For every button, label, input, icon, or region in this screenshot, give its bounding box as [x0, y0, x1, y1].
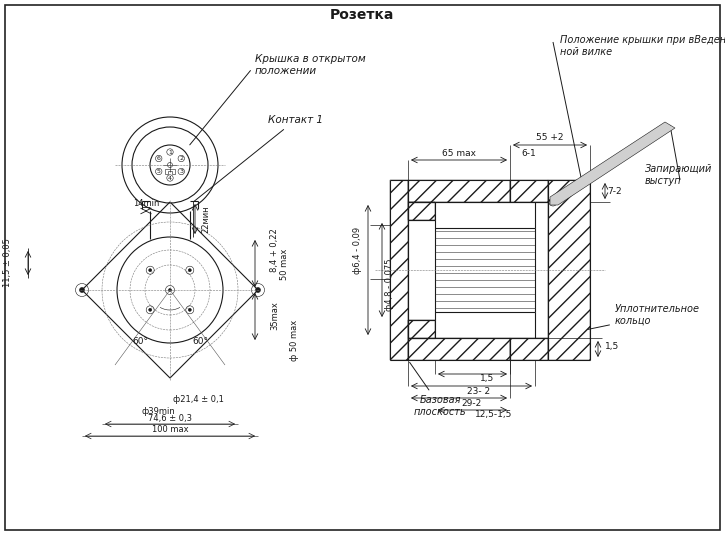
Text: 1: 1	[168, 149, 172, 155]
Text: 74,6 ± 0,3: 74,6 ± 0,3	[148, 414, 192, 423]
Text: 50 max: 50 max	[281, 248, 289, 280]
Text: 1,5: 1,5	[605, 341, 619, 350]
Text: ф21,4 ± 0,1: ф21,4 ± 0,1	[173, 395, 223, 404]
Text: 11,5 ± 0,05: 11,5 ± 0,05	[4, 239, 12, 287]
Circle shape	[188, 308, 191, 311]
Circle shape	[80, 287, 85, 293]
Text: Положение крышки при вВеден-
ной вилке: Положение крышки при вВеден- ной вилке	[560, 35, 725, 57]
Circle shape	[149, 269, 152, 272]
Text: 22мин: 22мин	[202, 205, 210, 233]
Bar	[390, 180, 408, 360]
Text: 5: 5	[157, 169, 161, 174]
Circle shape	[168, 288, 172, 292]
Text: Запирающий
выступ: Запирающий выступ	[645, 164, 713, 186]
Circle shape	[149, 308, 152, 311]
Text: 3: 3	[179, 169, 183, 174]
Text: 2: 2	[179, 156, 183, 161]
Circle shape	[255, 287, 260, 293]
Text: 60°: 60°	[132, 338, 148, 347]
Text: 14min: 14min	[133, 200, 160, 209]
Text: Уплотнительное
кольцо: Уплотнительное кольцо	[588, 304, 700, 330]
Bar	[408, 338, 510, 360]
Text: 6: 6	[157, 156, 161, 161]
Bar	[408, 320, 435, 338]
Text: 8,4 + 0,22: 8,4 + 0,22	[270, 228, 280, 272]
Bar	[408, 180, 510, 202]
Text: 55 +2: 55 +2	[536, 134, 564, 142]
Text: 100 max: 100 max	[152, 425, 189, 434]
Text: 23- 2: 23- 2	[468, 386, 491, 395]
Bar	[510, 338, 548, 360]
Text: ф6,4 - 0,09: ф6,4 - 0,09	[354, 226, 362, 273]
Text: 1,5: 1,5	[480, 374, 494, 384]
Bar	[510, 180, 548, 202]
Text: 29-2: 29-2	[461, 399, 481, 408]
Text: ф 50 max: ф 50 max	[291, 319, 299, 361]
Circle shape	[188, 269, 191, 272]
Text: 4: 4	[168, 175, 172, 180]
Polygon shape	[550, 122, 675, 205]
Text: Розетка: Розетка	[330, 8, 394, 22]
Text: 12,5-1,5: 12,5-1,5	[476, 410, 513, 419]
Text: ф4,8 - 0,075: ф4,8 - 0,075	[386, 259, 394, 311]
Bar	[408, 202, 435, 220]
Bar	[548, 180, 590, 360]
Text: 6-1: 6-1	[521, 149, 536, 157]
Text: 35max: 35max	[270, 302, 280, 331]
Text: 65 max: 65 max	[442, 149, 476, 157]
Text: Базовая
плоскость: Базовая плоскость	[410, 362, 466, 417]
Text: 60°: 60°	[192, 338, 208, 347]
Text: ф39min: ф39min	[141, 408, 175, 417]
Text: Контакт 1: Контакт 1	[194, 115, 323, 201]
Text: 7-2: 7-2	[608, 187, 622, 195]
Text: Крышка в открытом
положении: Крышка в открытом положении	[190, 54, 365, 145]
